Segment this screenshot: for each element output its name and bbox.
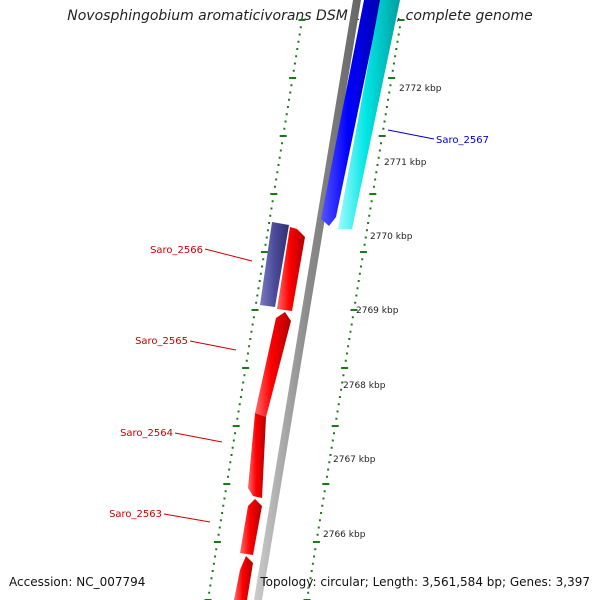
gene-label-saro-2565[interactable]: Saro_2565 bbox=[135, 336, 188, 347]
inner-tick-ring bbox=[303, 19, 405, 600]
tick-label: 2772 kbp bbox=[399, 84, 442, 94]
outer-tick-ring bbox=[204, 19, 306, 600]
tick-label: 2770 kbp bbox=[370, 232, 413, 242]
accession-text: Accession: NC_007794 bbox=[9, 575, 146, 589]
gene-labels: Saro_2567 Saro_2566 Saro_2565 Saro_2564 … bbox=[109, 129, 489, 523]
gene-saro-2564-feature bbox=[248, 413, 266, 498]
gene-label-saro-2566[interactable]: Saro_2566 bbox=[150, 245, 203, 256]
gene-label-saro-2564[interactable]: Saro_2564 bbox=[120, 428, 173, 439]
leader-line bbox=[174, 432, 223, 443]
tick-label: 2771 kbp bbox=[384, 158, 427, 168]
gene-partial-bottom-feature bbox=[234, 556, 253, 600]
genome-summary-text: Topology: circular; Length: 3,561,584 bp… bbox=[260, 575, 590, 589]
backbone bbox=[254, 0, 361, 600]
gene-saro-2563-feature bbox=[240, 499, 262, 555]
leader-line bbox=[387, 129, 435, 140]
genome-title: Novosphingobium aromaticivorans DSM 1244… bbox=[67, 8, 533, 24]
gene-label-saro-2563[interactable]: Saro_2563 bbox=[109, 509, 162, 520]
gene-saro-2567-feature bbox=[321, 0, 381, 226]
feature-saro-2566-other bbox=[260, 222, 289, 307]
leader-line bbox=[189, 340, 237, 351]
tick-label: 2768 kbp bbox=[343, 381, 386, 391]
gene-label-saro-2567[interactable]: Saro_2567 bbox=[436, 135, 489, 146]
gene-saro-2566-feature bbox=[277, 227, 305, 311]
tick-labels: 2772 kbp 2771 kbp 2770 kbp 2769 kbp 2768… bbox=[323, 84, 442, 540]
cds-saro-2567-feature bbox=[338, 0, 400, 229]
tick-label: 2767 kbp bbox=[333, 455, 376, 465]
leader-line bbox=[163, 513, 211, 523]
gene-saro-2565-feature bbox=[255, 312, 291, 417]
tick-label: 2766 kbp bbox=[323, 530, 366, 540]
tick-label: 2769 kbp bbox=[356, 306, 399, 316]
leader-line bbox=[204, 248, 253, 262]
